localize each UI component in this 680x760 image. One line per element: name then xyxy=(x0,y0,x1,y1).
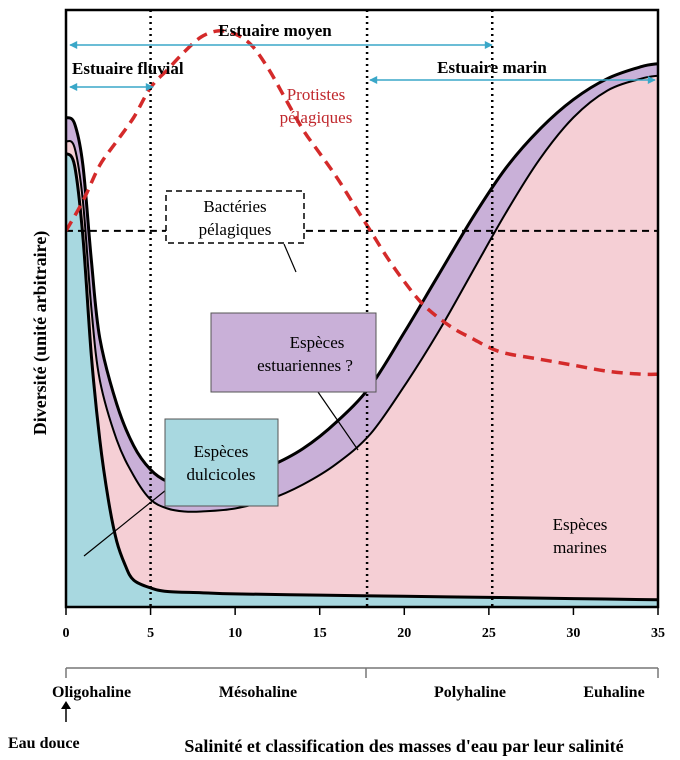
x-tick-label: 20 xyxy=(397,626,411,641)
label-bacteries-line1: Bactéries xyxy=(203,197,266,216)
leader-dulcicoles xyxy=(83,489,167,557)
label-estuariennes-line2: estuariennes ? xyxy=(257,356,353,375)
x-tick-label: 30 xyxy=(566,626,580,641)
zone-label-estuaire-fluvial: Estuaire fluvial xyxy=(72,59,184,78)
eau-douce-label: Eau douce xyxy=(8,735,80,752)
x-tick-label: 15 xyxy=(313,626,327,641)
label-estuariennes-line1: Espèces xyxy=(290,333,345,352)
class-label-mesohaline: Mésohaline xyxy=(219,684,297,701)
class-label-oligohaline: Oligohaline xyxy=(52,684,131,701)
eau-douce-marker: Eau douce xyxy=(8,701,80,752)
label-dulcicoles-line1: Espèces xyxy=(194,442,249,461)
x-tick-label: 25 xyxy=(482,626,496,641)
label-bacteries-line2: pélagiques xyxy=(199,220,272,239)
zone-arrows: Estuaire moyen Estuaire fluvial Estuaire… xyxy=(69,21,656,91)
box-especes-estuariennes xyxy=(210,312,377,393)
label-protistes-pelagiques: Protistes pélagiques xyxy=(280,85,353,127)
label-protistes-line1: Protistes xyxy=(287,85,346,104)
zone-label-estuaire-moyen: Estuaire moyen xyxy=(218,21,332,40)
label-dulcicoles-line2: dulcicoles xyxy=(187,465,256,484)
box-bacteries-pelagiques xyxy=(165,190,305,244)
label-especes-marines: Espèces marines xyxy=(553,515,608,557)
class-label-polyhaline: Polyhaline xyxy=(434,684,506,701)
y-axis-title: Diversité (unité arbitraire) xyxy=(30,231,51,436)
label-protistes-line2: pélagiques xyxy=(280,108,353,127)
x-axis-title: Salinité et classification des masses d'… xyxy=(184,736,623,756)
series-line-especes-dulcicoles xyxy=(66,152,658,602)
salinity-classification-scale: Oligohaline Mésohaline Polyhaline Euhali… xyxy=(52,667,659,701)
x-tick-label: 5 xyxy=(147,626,154,641)
label-marines-line2: marines xyxy=(553,538,607,557)
zone-label-estuaire-marin: Estuaire marin xyxy=(437,58,547,77)
leader-bacteries xyxy=(283,243,297,273)
x-tick-label: 10 xyxy=(228,626,242,641)
x-axis-ticks: 0 5 10 15 20 25 30 35 xyxy=(63,607,665,641)
leader-estuariennes xyxy=(317,391,359,451)
x-tick-label: 0 xyxy=(63,626,70,641)
box-especes-dulcicoles xyxy=(164,418,279,507)
x-tick-label: 35 xyxy=(651,626,665,641)
series-area-especes-marines xyxy=(66,75,658,607)
plot-frame xyxy=(64,8,660,609)
eau-douce-arrowhead xyxy=(61,701,71,709)
label-marines-line1: Espèces xyxy=(553,515,608,534)
class-label-euhaline: Euhaline xyxy=(583,684,644,701)
